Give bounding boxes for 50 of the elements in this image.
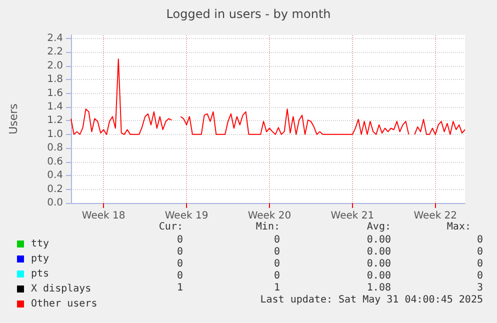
chart-title: Logged in users - by month: [166, 7, 331, 21]
text: 0: [476, 234, 483, 246]
text: 0.00: [366, 258, 391, 270]
y-tick-label: 1.2: [47, 115, 63, 126]
text: 0: [274, 258, 280, 270]
legend-label: pty: [31, 254, 50, 264]
y-tick-label: 2.4: [47, 32, 63, 44]
legend-label: tty: [31, 238, 50, 250]
y-tick-label: 1.6: [47, 88, 63, 99]
text: 0: [176, 234, 183, 246]
y-tick-label: 1.4: [47, 102, 63, 112]
text: 0: [274, 234, 280, 246]
text: 0: [274, 270, 280, 282]
text: 1: [274, 282, 280, 294]
text: 0: [274, 246, 280, 258]
y-axis-title: Users: [7, 103, 20, 134]
text: 0.00: [366, 246, 391, 258]
text: 0: [476, 246, 483, 258]
x-tick-label: Week 20: [248, 210, 292, 222]
text: 0: [476, 258, 483, 270]
text: Min:: [256, 222, 280, 232]
text: Last update: Sat May 31 04:00:45 2025: [260, 294, 483, 306]
y-tick-label: 0.8: [47, 142, 63, 154]
text: 3: [476, 282, 483, 294]
y-tick-label: 2.0: [47, 60, 63, 72]
text: 0: [176, 258, 183, 270]
y-tick-label: 1.0: [47, 128, 63, 140]
x-tick-label: Week 22: [414, 210, 458, 222]
y-tick-label: 0.4: [47, 170, 63, 182]
text: 0: [176, 270, 183, 282]
text: 0: [176, 246, 183, 258]
text: Avg:: [366, 222, 391, 232]
x-tick-label: Week 19: [164, 210, 208, 222]
text: 1.08: [366, 282, 391, 294]
y-tick-label: 1.8: [47, 74, 63, 86]
x-tick-label: Week 18: [82, 210, 126, 222]
legend-label: Other users: [31, 298, 98, 310]
legend-label: X displays: [31, 284, 92, 294]
text: 0.00: [366, 270, 391, 282]
y-tick-label: 0.2: [47, 184, 63, 195]
y-tick-label: 2.2: [47, 46, 63, 58]
text: Max:: [446, 222, 471, 232]
text: 1: [176, 282, 183, 294]
text: 0.00: [366, 234, 391, 246]
y-tick-label: 0.6: [47, 156, 63, 168]
text: 0: [476, 270, 483, 282]
y-tick-label: 0.0: [47, 198, 63, 208]
text: Cur:: [158, 222, 183, 232]
legend-label: pts: [31, 268, 50, 280]
x-tick-label: Week 21: [330, 210, 374, 222]
